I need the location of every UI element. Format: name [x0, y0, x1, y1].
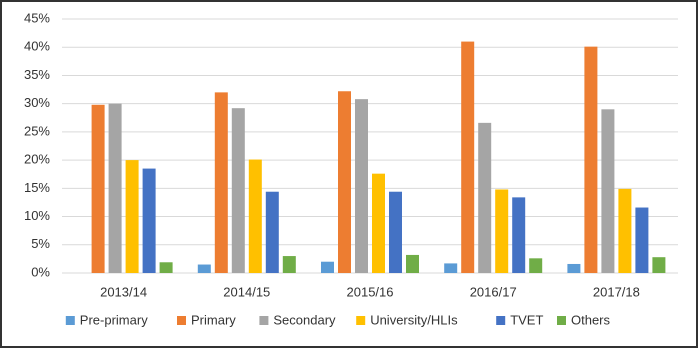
bar	[635, 207, 649, 273]
bar	[389, 191, 402, 273]
x-tick-label: 2015/16	[347, 284, 394, 299]
bar	[461, 41, 475, 274]
x-tick-label: 2014/15	[223, 284, 270, 299]
bar	[529, 258, 543, 273]
y-tick-label: 35%	[24, 67, 50, 82]
bar	[512, 197, 526, 273]
legend-swatch	[177, 316, 186, 325]
x-tick-label: 2016/17	[470, 284, 517, 299]
bar	[197, 264, 211, 273]
bar	[495, 189, 509, 273]
y-tick-label: 45%	[24, 10, 50, 25]
legend-swatch	[65, 316, 75, 325]
bar	[406, 254, 419, 273]
bar	[601, 109, 615, 273]
legend-label: Primary	[191, 312, 236, 327]
legend-label: University/HLIs	[370, 312, 458, 327]
bar	[478, 122, 492, 273]
bar	[125, 160, 139, 273]
legend-label: Others	[571, 312, 611, 327]
bar	[652, 257, 666, 273]
y-tick-label: 15%	[24, 180, 50, 195]
bar	[142, 168, 156, 273]
y-tick-label: 20%	[24, 152, 50, 167]
bar	[618, 188, 632, 273]
y-tick-label: 10%	[24, 208, 50, 223]
bar	[214, 92, 228, 273]
bar	[159, 262, 173, 273]
bar	[338, 91, 351, 273]
y-tick-label: 5%	[31, 236, 50, 251]
y-tick-label: 30%	[24, 95, 50, 110]
bar	[355, 99, 368, 273]
legend-swatch	[557, 316, 566, 325]
bar	[91, 104, 105, 273]
legend-swatch	[356, 316, 366, 325]
bar	[248, 159, 262, 273]
bar	[584, 46, 598, 273]
legend-swatch	[496, 316, 506, 325]
bar	[231, 108, 245, 273]
bar	[372, 173, 385, 273]
legend-label: Secondary	[273, 312, 336, 327]
bar	[567, 263, 581, 273]
bar	[321, 261, 334, 273]
y-tick-label: 0%	[31, 264, 50, 279]
bar	[282, 256, 296, 273]
legend-swatch	[259, 316, 269, 325]
x-tick-label: 2017/18	[593, 284, 640, 299]
bar	[108, 103, 122, 274]
y-tick-label: 25%	[24, 123, 50, 138]
y-tick-label: 40%	[24, 39, 50, 54]
legend-label: Pre-primary	[80, 312, 148, 327]
x-tick-label: 2013/14	[100, 284, 147, 299]
bar	[265, 191, 279, 273]
bar	[444, 263, 458, 273]
legend-label: TVET	[510, 312, 543, 327]
